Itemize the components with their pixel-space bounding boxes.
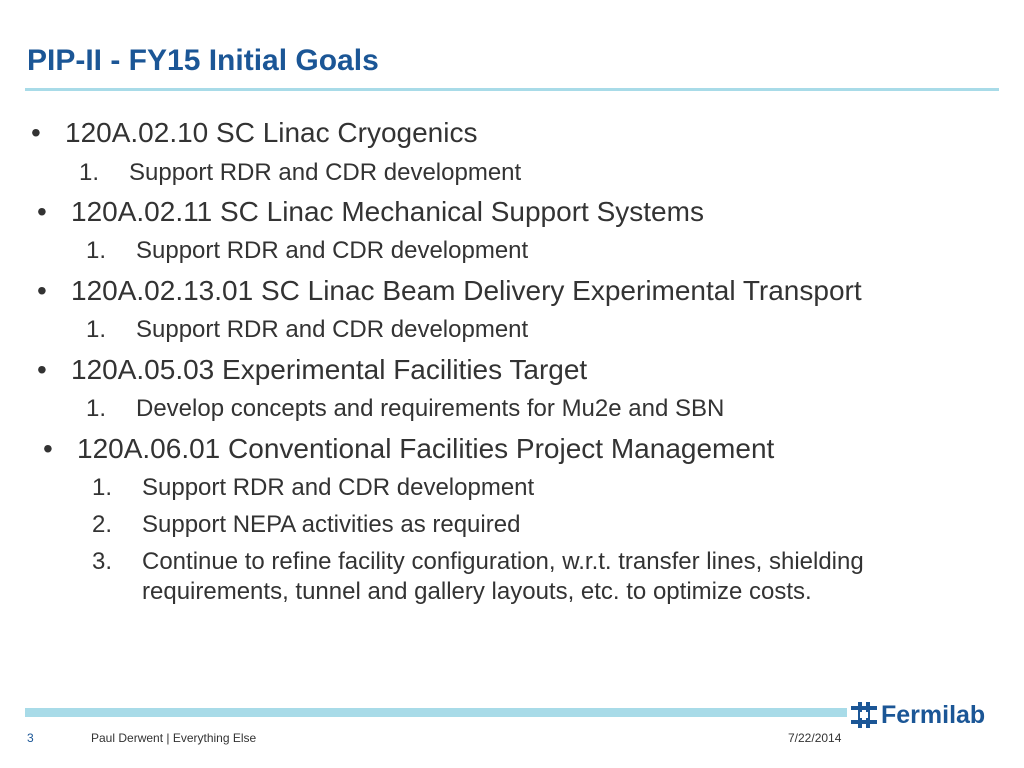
- item-text: Support RDR and CDR development: [136, 316, 529, 343]
- item-text: Support NEPA activities as required: [142, 511, 521, 538]
- numbered-item: 1. Support RDR and CDR development: [92, 473, 534, 503]
- bullet-icon: •: [37, 275, 47, 306]
- item-number: 1.: [86, 395, 107, 422]
- footer-divider: [25, 708, 847, 717]
- bullet-icon: •: [37, 354, 47, 385]
- numbered-item: 1. Support RDR and CDR development: [86, 315, 528, 345]
- fermilab-logo-text: Fermilab: [881, 700, 986, 729]
- bullet-item: • 120A.02.11 SC Linac Mechanical Support …: [37, 195, 704, 229]
- item-number: 1.: [86, 237, 107, 264]
- footer-author: Paul Derwent | Everything Else: [91, 731, 257, 745]
- item-number: 2.: [92, 511, 113, 538]
- item-text: Continue to refine facility configuratio…: [142, 548, 864, 605]
- slide-title: PIP-II - FY15 Initial Goals: [27, 44, 379, 77]
- item-number: 1.: [79, 159, 100, 186]
- numbered-item: 3. Continue to refine facility configurat…: [92, 547, 1007, 607]
- title-divider: [25, 88, 999, 91]
- item-text: Support RDR and CDR development: [136, 237, 529, 264]
- item-number: 1.: [92, 474, 113, 501]
- item-number: 1.: [86, 316, 107, 343]
- item-text: Support RDR and CDR development: [129, 159, 522, 186]
- bullet-item: • 120A.05.03 Experimental Facilities Targ…: [37, 353, 587, 387]
- item-text: Support RDR and CDR development: [142, 474, 535, 501]
- numbered-item: 1. Develop concepts and requirements for …: [86, 394, 724, 424]
- numbered-item: 2. Support NEPA activities as required: [92, 510, 520, 540]
- numbered-item: 1. Support RDR and CDR development: [79, 158, 521, 188]
- item-number: 3.: [92, 548, 113, 575]
- bullet-item: • 120A.02.13.01 SC Linac Beam Delivery Ex…: [37, 274, 862, 308]
- bullet-heading: 120A.02.10 SC Linac Cryogenics: [65, 117, 478, 148]
- fermilab-logo: Fermilab: [851, 700, 985, 730]
- page-number: 3: [27, 731, 34, 745]
- bullet-item: • 120A.02.10 SC Linac Cryogenics: [31, 116, 477, 150]
- bullet-icon: •: [31, 117, 41, 148]
- bullet-icon: •: [43, 433, 53, 464]
- item-text: Develop concepts and requirements for Mu…: [136, 395, 725, 422]
- bullet-item: • 120A.06.01 Conventional Facilities Proj…: [43, 432, 774, 466]
- slide-content: • 120A.02.10 SC Linac Cryogenics 1. Suppor…: [31, 116, 1007, 607]
- bullet-heading: 120A.06.01 Conventional Facilities Proje…: [77, 433, 775, 464]
- footer-date: 7/22/2014: [788, 731, 842, 745]
- fermilab-logo-icon: [851, 702, 877, 728]
- bullet-icon: •: [37, 196, 47, 227]
- bullet-heading: 120A.02.11 SC Linac Mechanical Support S…: [71, 196, 704, 227]
- bullet-heading: 120A.05.03 Experimental Facilities Targe…: [71, 354, 588, 385]
- bullet-heading: 120A.02.13.01 SC Linac Beam Delivery Exp…: [71, 275, 862, 306]
- numbered-item: 1. Support RDR and CDR development: [86, 236, 528, 266]
